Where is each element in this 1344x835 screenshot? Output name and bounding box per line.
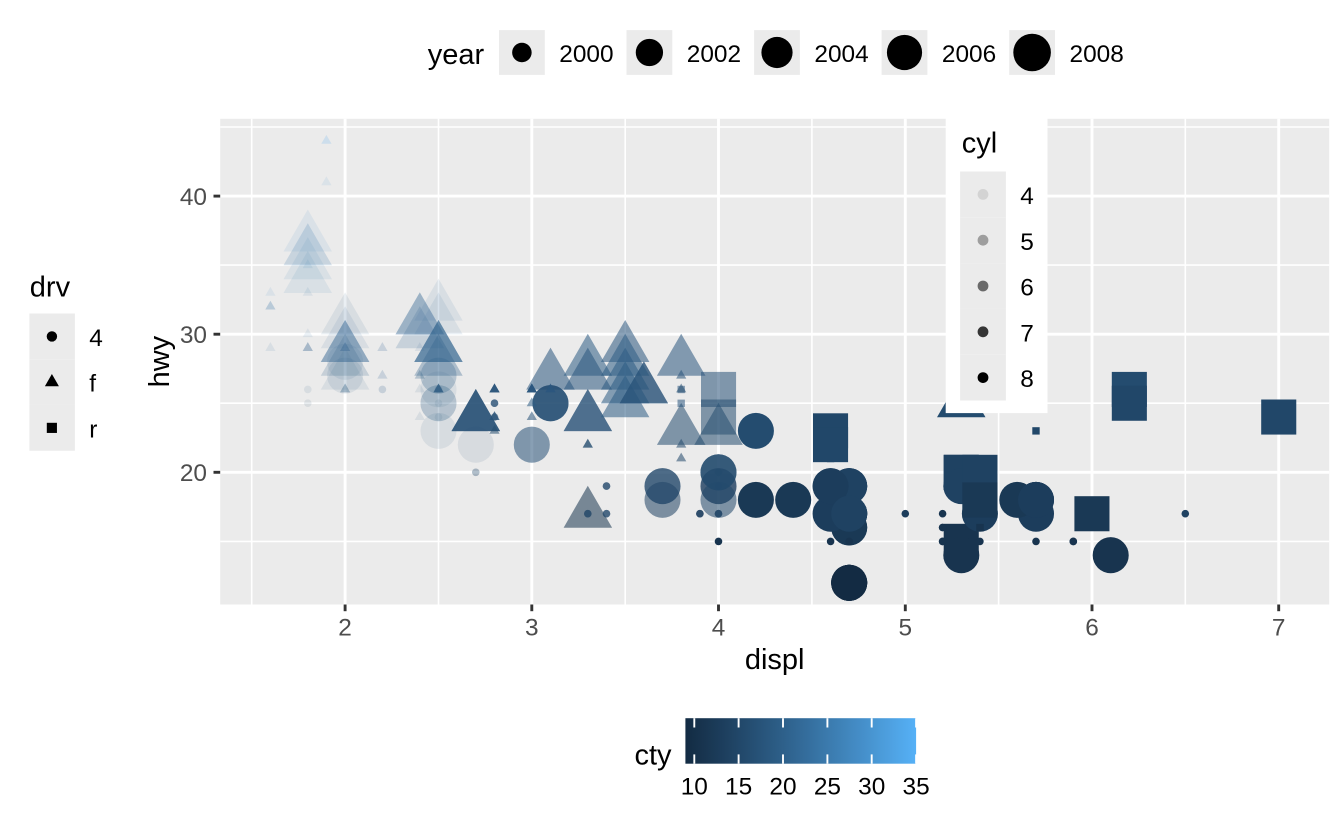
svg-text:8: 8	[1020, 366, 1034, 393]
svg-text:15: 15	[725, 774, 752, 801]
svg-text:hwy: hwy	[144, 335, 176, 387]
svg-text:2002: 2002	[687, 41, 741, 68]
svg-text:displ: displ	[745, 644, 805, 676]
svg-text:7: 7	[1020, 320, 1034, 347]
svg-text:5: 5	[899, 615, 913, 642]
svg-text:drv: drv	[30, 271, 71, 303]
svg-text:2008: 2008	[1070, 41, 1124, 68]
svg-text:year: year	[428, 39, 485, 71]
svg-text:2006: 2006	[942, 41, 996, 68]
svg-text:30: 30	[180, 322, 207, 349]
svg-text:5: 5	[1020, 229, 1034, 256]
svg-text:2000: 2000	[559, 41, 613, 68]
svg-text:20: 20	[180, 460, 207, 487]
svg-text:20: 20	[769, 774, 796, 801]
svg-text:35: 35	[903, 774, 930, 801]
svg-text:10: 10	[681, 774, 708, 801]
svg-text:2: 2	[338, 615, 352, 642]
svg-text:f: f	[89, 371, 96, 398]
svg-text:6: 6	[1020, 275, 1034, 302]
svg-text:cyl: cyl	[962, 128, 997, 160]
svg-text:cty: cty	[634, 740, 672, 772]
svg-text:r: r	[89, 417, 97, 444]
svg-text:2004: 2004	[814, 41, 868, 68]
svg-text:4: 4	[89, 325, 103, 352]
svg-text:6: 6	[1085, 615, 1099, 642]
svg-text:7: 7	[1272, 615, 1286, 642]
svg-text:25: 25	[814, 774, 841, 801]
svg-text:4: 4	[1020, 183, 1034, 210]
svg-text:4: 4	[712, 615, 726, 642]
svg-text:30: 30	[858, 774, 885, 801]
svg-text:40: 40	[180, 184, 207, 211]
svg-text:3: 3	[525, 615, 539, 642]
